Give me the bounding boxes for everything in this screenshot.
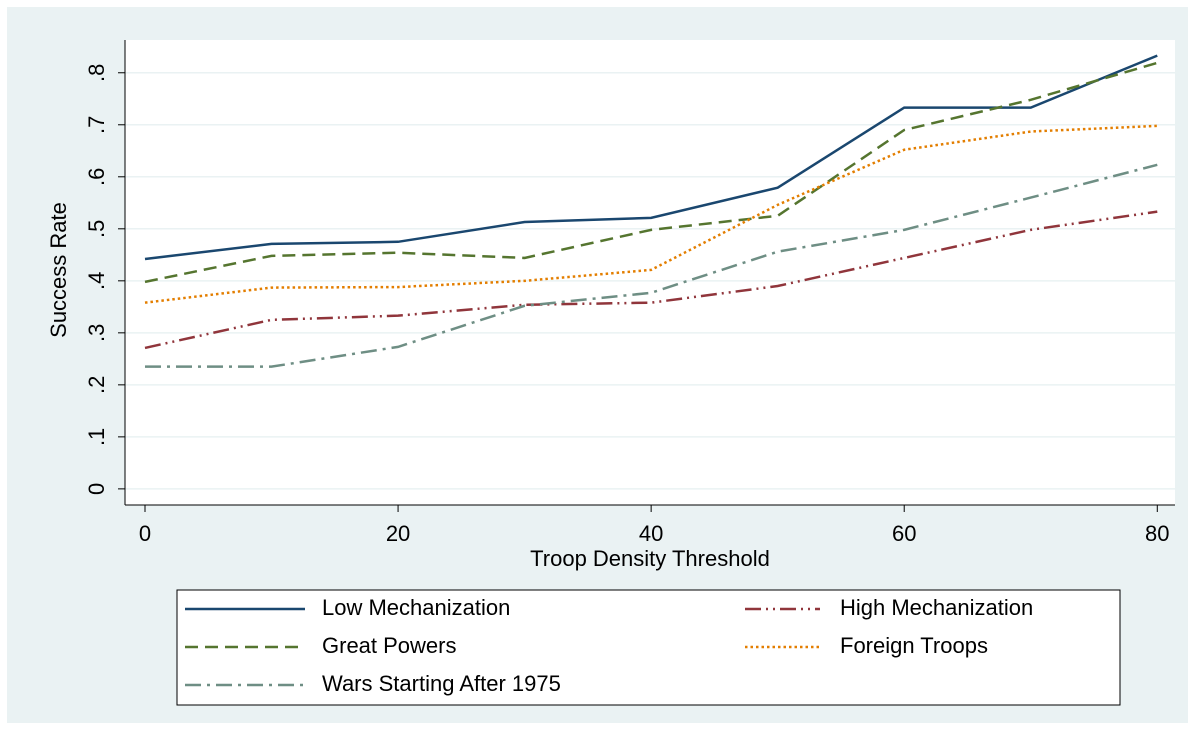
x-tick-label: 80 [1145, 521, 1169, 546]
y-tick-label: .2 [84, 376, 109, 394]
y-tick-label: .5 [84, 220, 109, 238]
x-tick-label: 20 [386, 521, 410, 546]
series-line [144, 163, 1158, 368]
y-tick-label: .4 [84, 272, 109, 290]
legend-label: Great Powers [322, 633, 457, 658]
legend-label: Wars Starting After 1975 [322, 671, 561, 696]
x-tick-label: 60 [892, 521, 916, 546]
legend-label: Foreign Troops [840, 633, 988, 658]
x-tick-label: 0 [139, 521, 151, 546]
legend-label: Low Mechanization [322, 595, 510, 620]
y-tick-label: .1 [84, 428, 109, 446]
x-tick-label: 40 [639, 521, 663, 546]
y-axis-title: Success Rate [46, 202, 71, 338]
x-axis-title: Troop Density Threshold [530, 546, 770, 571]
y-tick-label: .3 [84, 324, 109, 342]
y-tick-label: .7 [84, 116, 109, 134]
y-tick-label: .6 [84, 168, 109, 186]
series-line [144, 210, 1158, 350]
y-tick-label: 0 [84, 483, 109, 495]
y-tick-label: .8 [84, 64, 109, 82]
series-line [144, 54, 1158, 261]
series-line [144, 61, 1158, 284]
plot-area [125, 40, 1175, 505]
legend-label: High Mechanization [840, 595, 1033, 620]
series-line [144, 124, 1158, 304]
legend-box [176, 589, 1121, 706]
